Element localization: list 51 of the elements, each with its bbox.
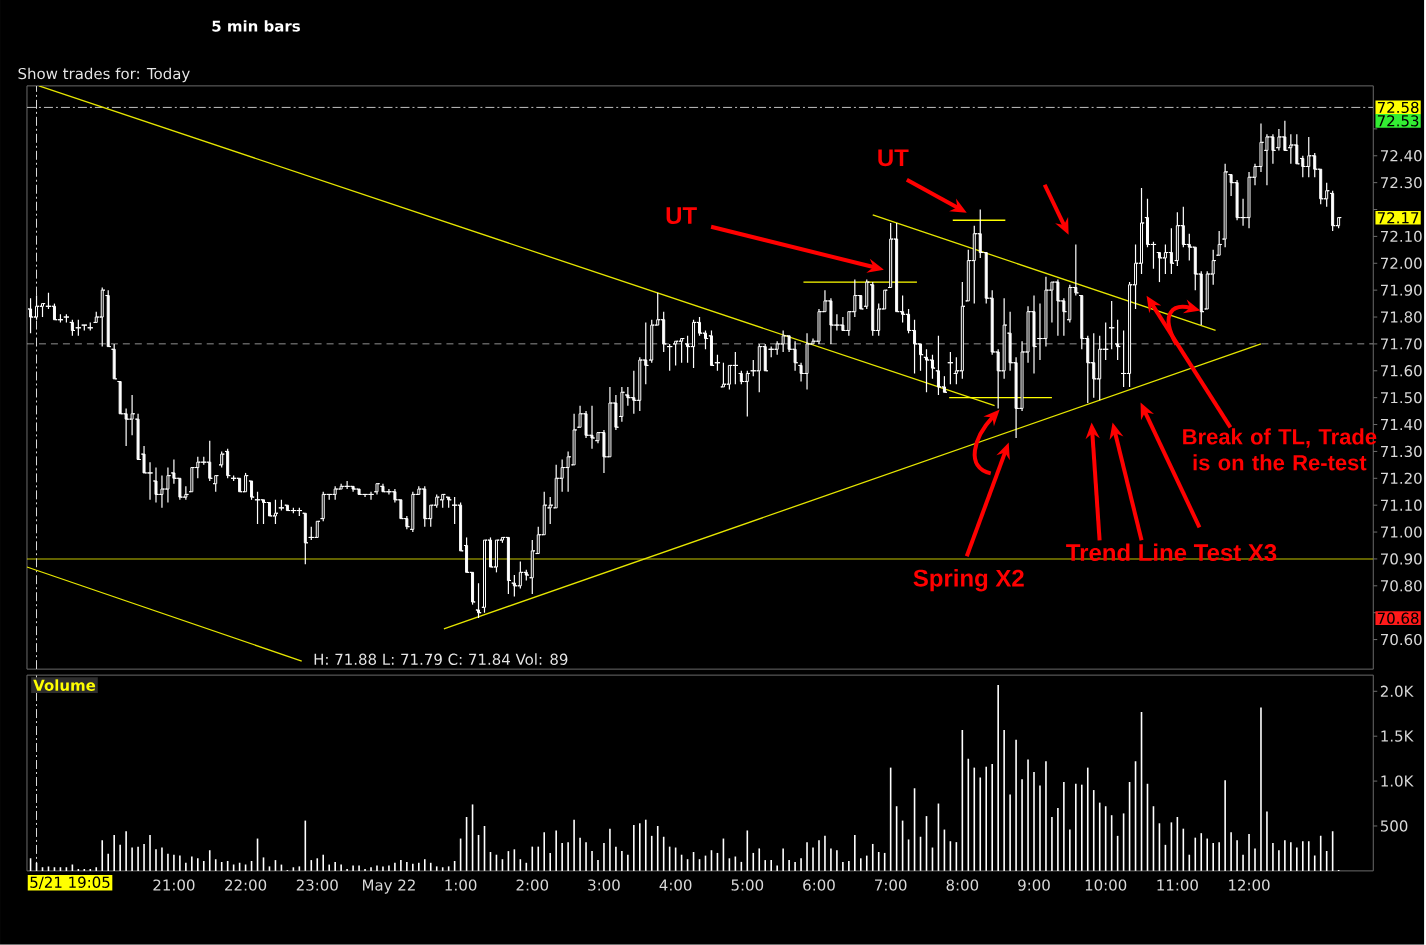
x-tick-label: 5:00 xyxy=(731,879,764,891)
y-tick-label: 72.10 xyxy=(1381,230,1422,243)
annotation: UT xyxy=(666,207,697,225)
x-tick-label: 2:00 xyxy=(516,879,549,891)
annotation: Trend Line Test X3 xyxy=(1066,543,1277,562)
annotation: UT xyxy=(878,149,909,167)
y-tick-label: 71.60 xyxy=(1381,365,1422,377)
y-tick-label: 1.5K xyxy=(1381,730,1414,742)
y-tick-label: 71.50 xyxy=(1381,392,1422,404)
y-tick-label: 72.00 xyxy=(1381,257,1422,270)
x-tick-label: 4:00 xyxy=(659,879,692,891)
y-tick-label: 71.00 xyxy=(1381,526,1422,538)
annotation: Spring X2 xyxy=(913,569,1024,592)
text: 70.68 xyxy=(1377,612,1419,624)
x-tick-label: 10:00 xyxy=(1085,879,1127,891)
x-tick-label: 12:00 xyxy=(1229,879,1270,891)
x-tick-label: 6:00 xyxy=(803,879,835,891)
y-tick-label: 71.70 xyxy=(1381,338,1422,350)
x-tick-label: May 22 xyxy=(363,879,415,894)
x-tick-label: 3:00 xyxy=(588,879,620,891)
x-tick-label: 8:00 xyxy=(946,879,979,891)
chart-title: Volume xyxy=(33,679,96,692)
y-tick-label: 1.0K xyxy=(1381,775,1414,787)
y-tick-label: 70.80 xyxy=(1381,580,1422,592)
annotation: Break of TL, Trade is on the Re-test xyxy=(1183,428,1377,471)
chart-subtitle: 5 min bars xyxy=(212,20,300,32)
x-tick-label: 7:00 xyxy=(875,879,907,891)
y-tick-label: 71.10 xyxy=(1381,499,1422,511)
annotation: H: 71.88 L: 71.79 C: 71.84 Vol: 89 xyxy=(314,653,568,666)
x-tick-label: 22:00 xyxy=(225,879,267,891)
y-tick-label: 71.90 xyxy=(1381,284,1422,296)
ref-line-label: 72.58 xyxy=(1377,101,1419,114)
y-tick-label: 70.90 xyxy=(1381,553,1422,565)
y-tick-label: 70.60 xyxy=(1381,634,1422,646)
y-tick-label: 71.30 xyxy=(1381,445,1422,458)
y-tick-label: 71.80 xyxy=(1381,311,1422,323)
ref-line-label: 5/21 19:05 xyxy=(30,876,110,890)
x-tick-label: 11:00 xyxy=(1157,879,1198,891)
x-tick-label: 23:00 xyxy=(296,879,338,891)
x-tick-label: 21:00 xyxy=(153,879,195,891)
y-tick-label: 2.0K xyxy=(1380,685,1414,698)
y-tick-label: 71.20 xyxy=(1381,472,1422,485)
text: 72.53 xyxy=(1377,115,1419,127)
y-tick-label: 71.40 xyxy=(1381,418,1422,431)
text: 72.17 xyxy=(1377,212,1419,224)
x-tick-label: 1:00 xyxy=(445,879,477,891)
y-tick-label: 500 xyxy=(1380,820,1408,832)
y-tick-label: 72.40 xyxy=(1381,150,1422,162)
x-tick-label: 9:00 xyxy=(1018,879,1050,891)
text: Show trades for: Today xyxy=(18,67,190,83)
y-tick-label: 72.30 xyxy=(1381,177,1422,189)
